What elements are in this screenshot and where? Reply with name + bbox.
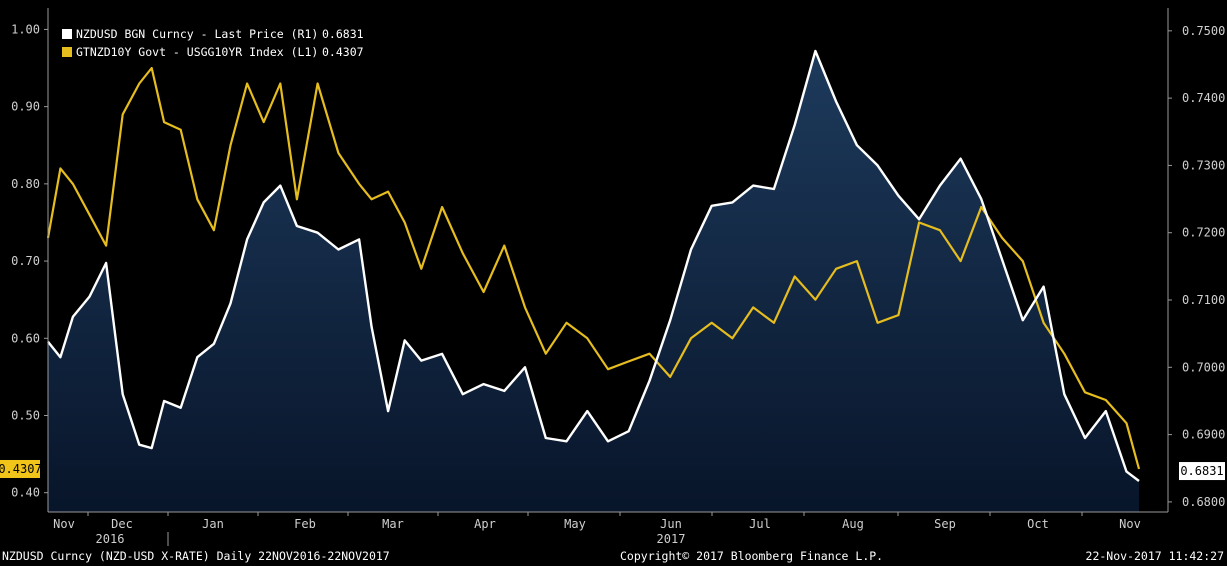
right-tick-label: 0.6800	[1182, 495, 1225, 509]
left-tick-label: 0.80	[11, 177, 40, 191]
series-lines	[46, 49, 1141, 482]
right-tick-label: 0.7300	[1182, 158, 1225, 172]
right-tick-label: 0.7400	[1182, 91, 1225, 105]
footer-left: NZDUSD Curncy (NZD-USD X-RATE) Daily 22N…	[2, 549, 390, 563]
right-last-value-label: 0.6831	[1180, 464, 1223, 478]
x-tick-label: Aug	[842, 517, 864, 531]
left-last-value-label: 0.4307	[0, 462, 42, 476]
x-tick-label: Nov	[53, 517, 75, 531]
left-tick-label: 1.00	[11, 22, 40, 36]
right-tick-label: 0.7500	[1182, 24, 1225, 38]
x-tick-label: Oct	[1027, 517, 1049, 531]
gtnzd-line	[46, 66, 1141, 470]
x-tick-label: Jan	[202, 517, 224, 531]
x-tick-label: Apr	[474, 517, 496, 531]
legend: NZDUSD BGN Curncy - Last Price (R1) 0.683…	[58, 23, 370, 67]
x-tick-label: Mar	[382, 517, 404, 531]
right-tick-label: 0.6900	[1182, 428, 1225, 442]
x-tick-label: Feb	[294, 517, 316, 531]
x-tick-label: Sep	[934, 517, 956, 531]
x-tick-label: Jun	[660, 517, 682, 531]
x-tick-label: Dec	[111, 517, 133, 531]
right-last-value-box	[1179, 462, 1225, 481]
left-tick-label: 0.90	[11, 100, 40, 114]
x-tick-label: Jul	[749, 517, 771, 531]
right-tick-label: 0.7200	[1182, 226, 1225, 240]
legend-swatch	[62, 47, 72, 57]
legend-series-name: GTNZD10Y Govt - USGG10YR Index (L1)	[76, 45, 318, 59]
left-tick-label: 0.40	[11, 486, 40, 500]
left-tick-label: 0.70	[11, 254, 40, 268]
x-tick-label: May	[564, 517, 586, 531]
year-label: 2017	[657, 532, 686, 546]
right-tick-label: 0.7000	[1182, 360, 1225, 374]
left-last-value-box	[0, 459, 40, 478]
year-label: 2016	[96, 532, 125, 546]
plot-area	[46, 49, 1141, 512]
legend-series-value: 0.6831	[322, 27, 364, 41]
x-tick-label: Nov	[1119, 517, 1141, 531]
footer-right: 22-Nov-2017 11:42:27	[1085, 549, 1224, 563]
axes: 1.00 0.90 0.80 0.70 0.60 0.50 0.40 0.7500 0.7400…	[0, 8, 1225, 546]
nzdusd-line	[47, 49, 1140, 482]
right-tick-label: 0.7100	[1182, 293, 1225, 307]
legend-swatch	[62, 29, 72, 39]
legend-series-name: NZDUSD BGN Curncy - Last Price (R1)	[76, 27, 318, 41]
legend-series-value: 0.4307	[322, 45, 364, 59]
legend-box	[58, 23, 370, 67]
left-tick-label: 0.60	[11, 331, 40, 345]
nzdusd-area	[48, 51, 1139, 512]
left-tick-label: 0.50	[11, 408, 40, 422]
footer-center: Copyright© 2017 Bloomberg Finance L.P.	[620, 549, 884, 563]
